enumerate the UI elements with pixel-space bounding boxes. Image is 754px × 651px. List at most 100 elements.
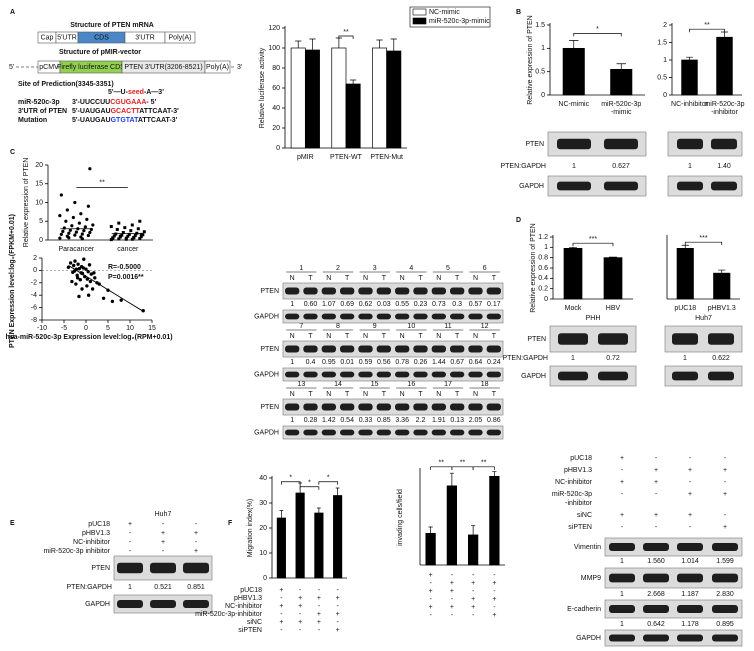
band <box>376 429 391 436</box>
significance-bracket <box>472 466 495 470</box>
bar <box>425 532 436 566</box>
sign: - <box>451 572 454 579</box>
point <box>82 229 86 233</box>
band <box>712 573 738 583</box>
sign: + <box>161 530 165 537</box>
ratio: 1.178 <box>681 621 699 628</box>
mrna-part: Cap <box>41 34 54 41</box>
sign: - <box>162 548 165 555</box>
bar <box>331 47 347 149</box>
sign: + <box>317 595 321 602</box>
point <box>133 234 137 237</box>
y-tick-label: 15 <box>35 181 43 188</box>
y-tick-label: 0.8 <box>538 255 548 262</box>
band <box>376 313 391 320</box>
significance: * <box>289 475 292 482</box>
band <box>450 313 465 320</box>
sequence-part: GCACTT <box>111 108 141 115</box>
point <box>93 276 97 280</box>
panel-label: B <box>516 9 521 16</box>
sign: + <box>654 479 658 486</box>
band <box>468 287 483 295</box>
band <box>395 403 410 411</box>
lane-label: T <box>308 333 313 340</box>
sign: + <box>492 580 496 587</box>
point <box>82 257 86 261</box>
lane-label: T <box>308 275 313 282</box>
x-axis-label: hsa-miR-520c-3p Expression level:log₂(RP… <box>5 334 172 341</box>
blot-frame <box>282 282 504 300</box>
x-tick-label: miR-520c-3p <box>704 101 744 108</box>
lane-label: N <box>326 275 331 282</box>
band <box>358 345 373 353</box>
x-tick-label: HBV <box>606 305 621 312</box>
significance: ** <box>460 460 466 467</box>
sign: - <box>336 603 339 610</box>
blot-label: MMP9 <box>581 575 601 582</box>
sample-number: 15 <box>371 381 379 388</box>
significance: ** <box>439 460 445 467</box>
row-label: miR-520c-3p inhibitor <box>43 548 110 555</box>
sample-number: 17 <box>444 381 452 388</box>
band <box>672 371 698 381</box>
sign: - <box>195 521 198 528</box>
x-tick-label: Paracancer <box>58 246 94 253</box>
seed-label: 5'—U-seed-A—3' <box>108 89 164 96</box>
y-tick-label: 1 <box>663 57 667 64</box>
band <box>450 345 465 353</box>
lane-label: N <box>290 391 295 398</box>
band <box>321 345 336 353</box>
ratio: 0.622 <box>712 355 730 362</box>
band <box>340 287 355 295</box>
y-tick-label: 0 <box>276 145 280 152</box>
sign: - <box>689 455 692 462</box>
band <box>285 403 300 411</box>
sign: + <box>128 521 132 528</box>
bar <box>489 475 500 566</box>
ratio: 0.627 <box>612 163 630 170</box>
sign: - <box>280 611 283 618</box>
sequence: 5'-UAUGAUGTGTATATTCAAT-3' <box>72 117 178 124</box>
panel-label: A <box>10 9 15 16</box>
band <box>285 371 300 378</box>
point <box>117 221 121 225</box>
lane-label: N <box>473 391 478 398</box>
band <box>358 429 373 436</box>
y-tick-label: 2 <box>33 255 37 262</box>
point <box>73 200 77 205</box>
y-axis-label: PTEN Expression level:log₂(FPKM+0.01) <box>9 214 16 348</box>
ratio: 0.62 <box>359 301 373 308</box>
band <box>358 313 373 320</box>
lane-label: N <box>473 333 478 340</box>
band <box>486 313 501 320</box>
point <box>59 193 63 197</box>
vector-part: Firefly luciferase CDS <box>57 64 125 71</box>
lane-label: N <box>290 333 295 340</box>
lane-label: N <box>436 275 441 282</box>
ratio: 0.01 <box>340 359 354 366</box>
point <box>81 266 86 270</box>
ratio: 1 <box>290 301 294 308</box>
sign: - <box>451 612 454 619</box>
error-bar <box>569 246 577 249</box>
point <box>91 223 95 227</box>
sign: + <box>723 491 727 498</box>
band <box>468 371 483 378</box>
band <box>358 287 373 295</box>
fit-line <box>68 265 144 312</box>
error-bar <box>569 40 579 49</box>
band <box>677 543 703 551</box>
point <box>59 232 63 236</box>
significance-bracket <box>573 33 622 37</box>
band <box>321 403 336 411</box>
error-bar <box>718 269 726 274</box>
band <box>711 181 737 191</box>
sequence-name: miR-520c-3p <box>18 99 60 106</box>
y-tick-label: 1.2 <box>538 234 548 241</box>
lane-label: N <box>436 391 441 398</box>
band <box>712 605 738 613</box>
ratio: 0.64 <box>469 359 483 366</box>
lane-label: N <box>363 391 368 398</box>
point <box>80 287 84 291</box>
point <box>85 284 89 288</box>
